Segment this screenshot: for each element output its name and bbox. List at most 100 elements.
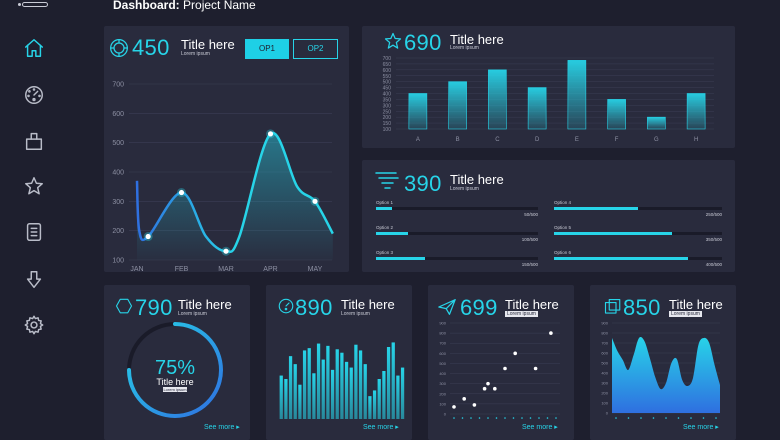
y-tick-label: 800 (601, 331, 608, 336)
donut-card: 790 Title here Lorem ipsum 75% Title here… (104, 285, 250, 440)
x-tick-dot (702, 417, 705, 419)
briefcase-icon[interactable] (22, 129, 46, 153)
target-icon (109, 38, 129, 63)
bar (400, 367, 405, 419)
option-value: 150/500 (521, 262, 538, 267)
option-value: 250/500 (705, 212, 722, 217)
bar (307, 348, 311, 419)
x-tick-dot (512, 417, 515, 419)
see-more-link[interactable]: See more ▸ (363, 424, 399, 431)
card-title: Title here (341, 297, 395, 312)
option-label: Option 4 (554, 200, 572, 205)
option-label: Option 2 (376, 225, 394, 230)
y-tick-label: 300 (112, 199, 124, 206)
kpi-value: 790 (135, 295, 173, 320)
bar (391, 342, 395, 419)
option-progress-fill (376, 207, 393, 210)
bar (293, 364, 297, 419)
x-tick-dot (615, 417, 617, 419)
data-point (462, 397, 466, 401)
x-tick-label: FEB (175, 266, 189, 272)
x-tick-label: G (654, 137, 659, 143)
data-point (178, 189, 185, 196)
bar (396, 375, 400, 419)
bar-chart-card: 690 Title here Lorem ipsum 100 150 200 250 3… (362, 26, 735, 148)
bar (408, 93, 428, 130)
y-tick-label: 700 (383, 56, 392, 62)
donut-inner-subtitle: Lorem ipsum (163, 387, 187, 392)
option-label: Option 3 (376, 250, 394, 255)
settings-gear-icon[interactable] (22, 313, 46, 337)
scatter-card: 699 Title here Lorem ipsum 0 100 200 300 400… (428, 285, 574, 440)
y-tick-label: 500 (439, 361, 446, 366)
document-icon[interactable] (22, 220, 46, 244)
data-point (223, 248, 229, 254)
option-progress-fill (554, 257, 689, 260)
y-tick-label: 100 (439, 401, 446, 406)
y-tick-label: 200 (601, 391, 608, 396)
option-progress-fill (554, 232, 672, 235)
x-tick-dot (521, 417, 523, 419)
y-tick-label: 300 (601, 381, 608, 386)
star-icon[interactable] (22, 174, 46, 198)
x-tick-dot (538, 417, 540, 419)
kpi-value: 850 (623, 295, 661, 320)
bar (372, 390, 377, 419)
option-progress-track (376, 207, 538, 210)
bar (340, 352, 344, 419)
y-tick-label: 500 (112, 140, 124, 147)
x-tick-label: D (535, 137, 540, 143)
bar (302, 350, 307, 419)
line-area-fill (137, 132, 333, 260)
layers-icon (604, 298, 622, 321)
y-tick-label: 300 (383, 103, 392, 109)
x-tick-dot (640, 417, 642, 419)
card-title: Title here (450, 172, 504, 187)
home-icon[interactable] (22, 36, 46, 60)
op2-button[interactable]: OP2 (293, 39, 338, 59)
kpi-value: 390 (404, 171, 442, 196)
y-tick-label: 550 (383, 74, 392, 80)
card-subtitle: Lorem ipsum (181, 51, 210, 57)
bar (335, 349, 339, 419)
bar (567, 60, 587, 130)
y-tick-label: 100 (383, 127, 392, 133)
option-value: 400/500 (705, 262, 722, 267)
x-tick-dot (470, 417, 472, 419)
y-tick-label: 400 (439, 371, 446, 376)
y-tick-label: 800 (439, 331, 446, 336)
x-tick-label: A (416, 137, 420, 143)
bar (382, 371, 386, 419)
see-more-link[interactable]: See more ▸ (522, 424, 558, 431)
see-more-link[interactable]: See more ▸ (204, 424, 240, 431)
line-chart-card: 450 Title here Lorem ipsum OP1 OP2 100 20… (104, 26, 349, 272)
bar (358, 350, 363, 419)
histogram-chart (279, 342, 405, 419)
gauge-icon (277, 297, 295, 320)
y-tick-label: 600 (383, 68, 392, 74)
op1-button[interactable]: OP1 (245, 39, 289, 59)
option-progress-track (554, 257, 722, 260)
option-progress-track (376, 257, 538, 260)
bar (527, 87, 547, 130)
download-icon[interactable] (22, 268, 46, 292)
card-title: Title here (505, 297, 559, 312)
y-tick-label: 300 (439, 381, 446, 386)
x-tick-label: APR (263, 266, 277, 272)
menu-pill-icon[interactable] (18, 2, 48, 7)
y-tick-label: 900 (601, 321, 608, 326)
x-tick-dot (665, 417, 667, 419)
card-subtitle: Lorem ipsum (341, 311, 370, 317)
option-progress-fill (554, 207, 638, 210)
x-tick-dot (690, 417, 692, 419)
dashboard-gauge-icon[interactable] (22, 83, 46, 107)
bar (377, 379, 381, 419)
y-tick-label: 0 (606, 411, 609, 416)
y-tick-label: 650 (383, 62, 392, 68)
bar (386, 347, 391, 419)
bar (279, 375, 283, 419)
see-more-link[interactable]: See more ▸ (683, 424, 719, 431)
x-tick-dot (627, 417, 630, 419)
